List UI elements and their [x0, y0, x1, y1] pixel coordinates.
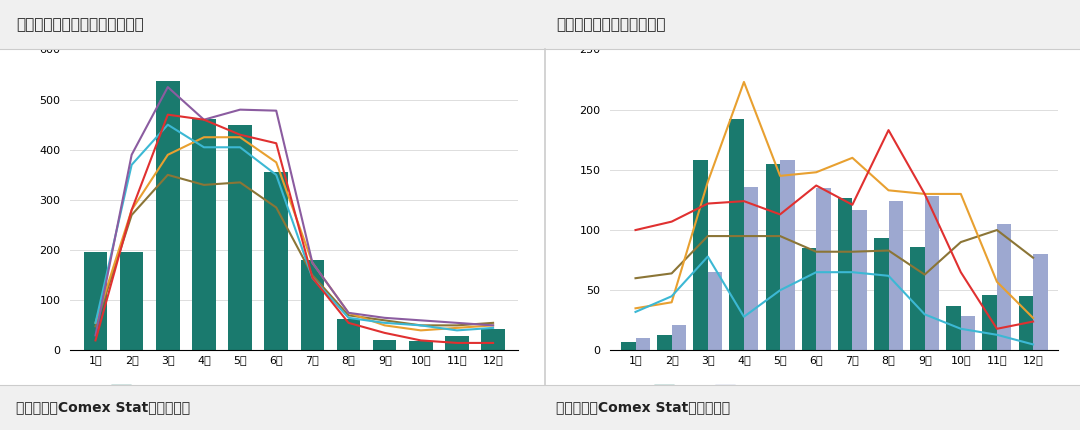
- Bar: [946, 306, 961, 350]
- Bar: [693, 160, 707, 350]
- Bar: [744, 187, 758, 350]
- Text: 图：马托格罗索州大豆月度出口: 图：马托格罗索州大豆月度出口: [16, 17, 144, 32]
- Bar: [780, 160, 795, 350]
- Bar: [983, 295, 997, 350]
- Legend: 2021, 2019, 2020, 2022, 2023, 2024: 2021, 2019, 2020, 2022, 2023, 2024: [107, 380, 482, 399]
- Legend: 2021, 2023, 2019, 2020, 2022, 2024: 2021, 2023, 2019, 2020, 2022, 2024: [649, 380, 1020, 399]
- Bar: [84, 252, 107, 350]
- Bar: [729, 119, 744, 350]
- Bar: [409, 341, 433, 350]
- Bar: [445, 336, 469, 350]
- Bar: [910, 247, 924, 350]
- Bar: [621, 342, 635, 350]
- Text: 图：帕拉纳州大豆月度出口: 图：帕拉纳州大豆月度出口: [556, 17, 665, 32]
- Bar: [766, 164, 780, 350]
- Bar: [300, 260, 324, 350]
- Bar: [1018, 296, 1034, 350]
- Bar: [838, 197, 852, 350]
- Bar: [816, 188, 831, 350]
- Bar: [265, 172, 288, 350]
- Bar: [635, 338, 650, 350]
- Bar: [373, 341, 396, 350]
- Bar: [192, 119, 216, 350]
- Bar: [889, 201, 903, 350]
- Bar: [961, 316, 975, 350]
- Bar: [228, 125, 252, 350]
- Bar: [852, 209, 867, 350]
- Bar: [482, 329, 504, 350]
- Bar: [672, 325, 686, 350]
- Bar: [997, 224, 1011, 350]
- Text: 数据来源：Comex Stat，国富期货: 数据来源：Comex Stat，国富期货: [16, 400, 190, 415]
- Title: 帕拉纳州大豆月度出口（万吨）: 帕拉纳州大豆月度出口（万吨）: [782, 33, 887, 46]
- Bar: [120, 252, 144, 350]
- Bar: [924, 197, 940, 350]
- Bar: [337, 319, 361, 350]
- Bar: [658, 335, 672, 350]
- Bar: [874, 239, 889, 350]
- Title: 马托格罗索州大豆月度出口（万吨）: 马托格罗索州大豆月度出口（万吨）: [234, 33, 354, 46]
- Bar: [801, 248, 816, 350]
- Bar: [156, 81, 179, 350]
- Bar: [1034, 254, 1048, 350]
- Bar: [707, 272, 723, 350]
- Text: 数据来源：Comex Stat，国富期货: 数据来源：Comex Stat，国富期货: [556, 400, 730, 415]
